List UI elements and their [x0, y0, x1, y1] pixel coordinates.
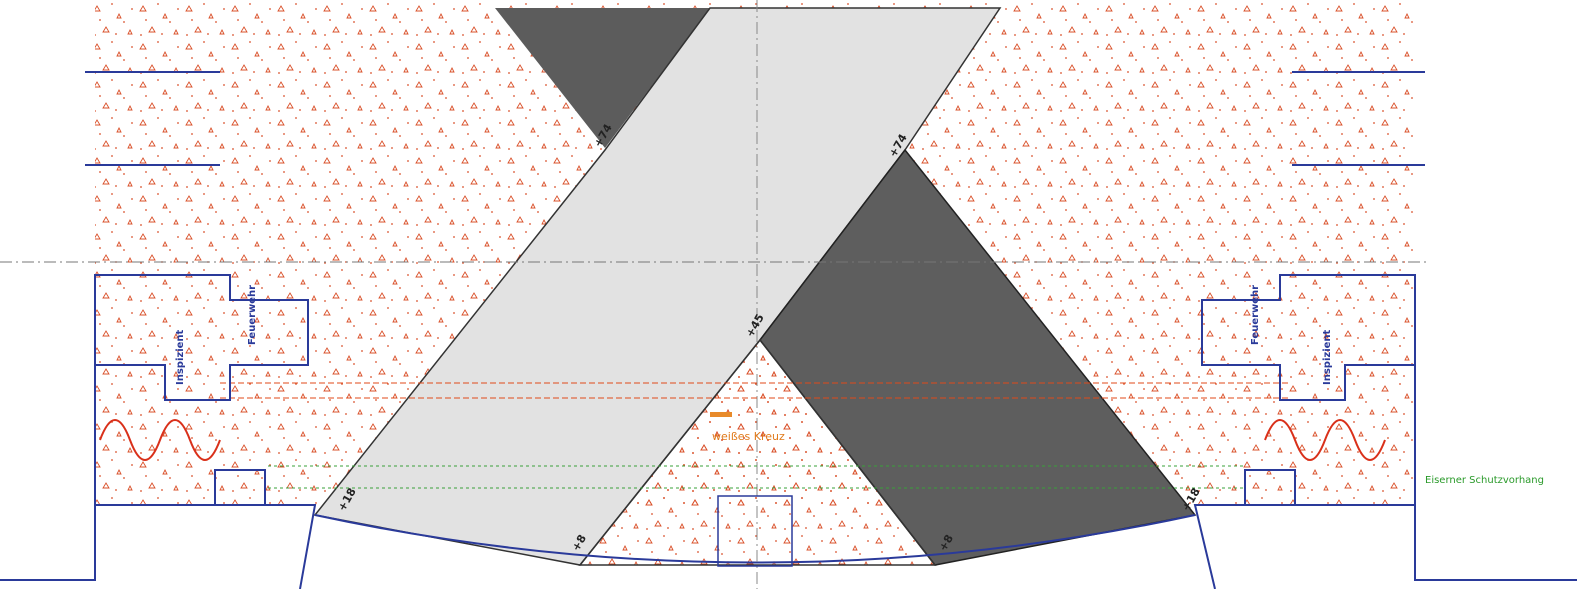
room-label: Inspizient — [1322, 329, 1333, 385]
marker-label: weißes Kreuz — [712, 430, 785, 443]
curtain-label: Eiserner Schutzvorhang — [1425, 475, 1544, 486]
labels: +74 +74 +45 +18 +8 +8 +18 Inspizient Feu… — [175, 121, 1544, 553]
room-label: Inspizient — [175, 329, 186, 385]
room-label: Feuerwehr — [247, 285, 258, 345]
room-label: Feuerwehr — [1250, 285, 1261, 345]
